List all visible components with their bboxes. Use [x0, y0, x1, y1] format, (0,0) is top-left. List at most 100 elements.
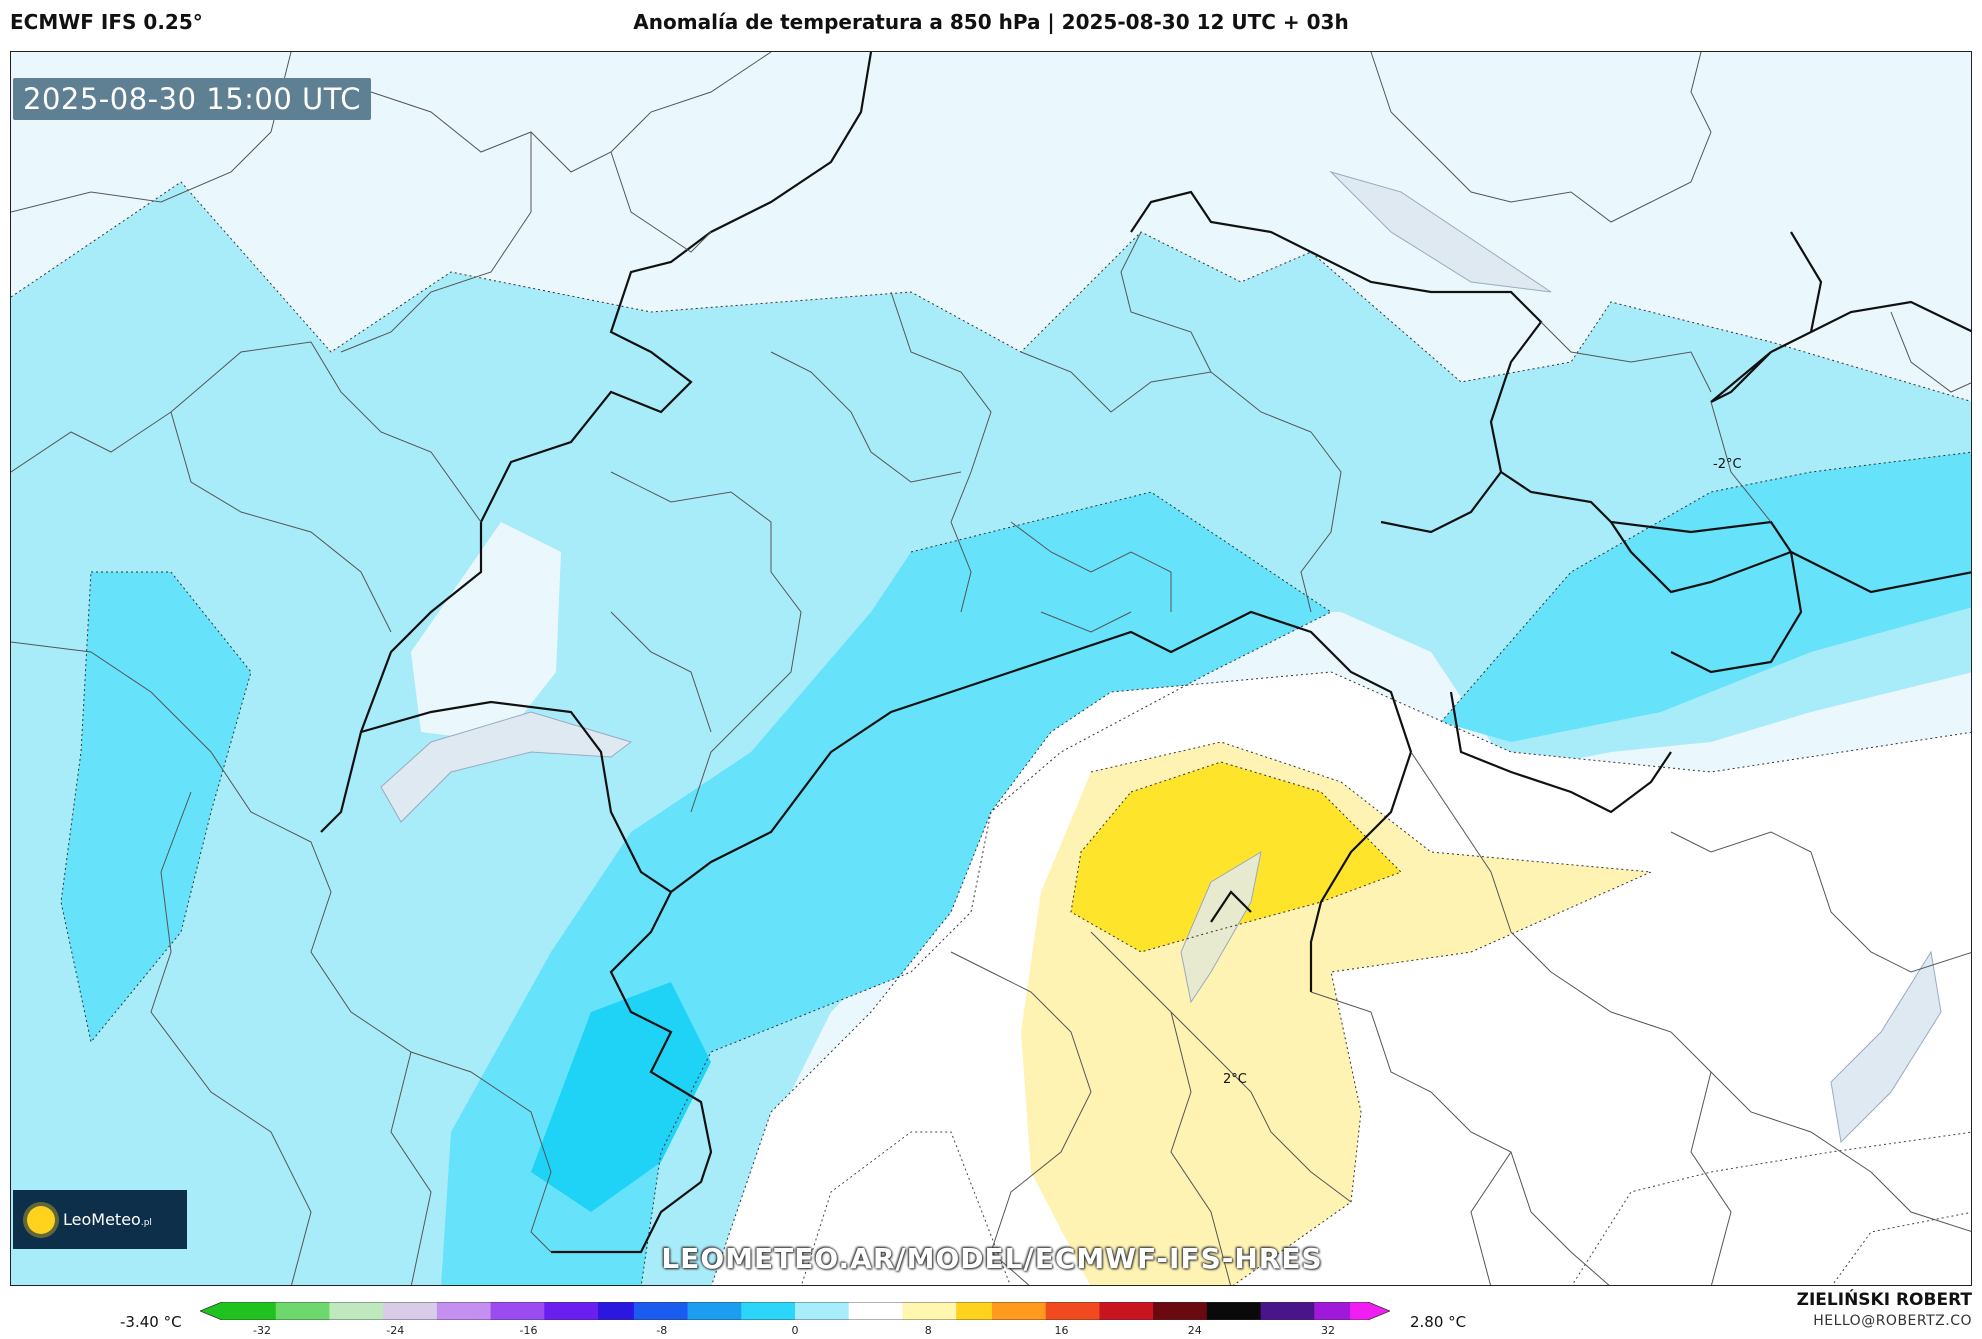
colorbar-segment — [741, 1302, 760, 1320]
watermark-url: LEOMETEO.AR/MODEL/ECMWF-IFS-HRES — [661, 1242, 1323, 1275]
colorbar-segment — [418, 1302, 438, 1320]
colorbar-segment — [830, 1302, 850, 1320]
colorbar-tick-label: 8 — [924, 1324, 932, 1337]
national-borders — [320, 52, 1971, 1254]
leometeo-logo[interactable]: LeoMeteo.pl — [13, 1190, 187, 1249]
contour-label-minus-2: -2°C — [1713, 457, 1742, 472]
colorbar-segment — [1171, 1302, 1190, 1320]
author-contact: HELLO@ROBERTZ.CO — [1813, 1313, 1972, 1329]
colorbar-tick-label: 0 — [791, 1324, 799, 1337]
author-name: ZIELIŃSKI ROBERT — [1796, 1290, 1972, 1310]
colorbar-segment — [401, 1302, 420, 1320]
colorbar-segment — [580, 1302, 599, 1320]
model-title: ECMWF IFS 0.25° — [10, 10, 203, 34]
colorbar — [200, 1302, 1390, 1320]
colorbar-segment — [1242, 1302, 1262, 1320]
colorbar-segment — [365, 1302, 384, 1320]
colorbar-extend-min — [200, 1302, 222, 1320]
colorbar-segment — [723, 1302, 742, 1320]
colorbar-segment — [311, 1302, 331, 1320]
colorbar-segment — [795, 1302, 814, 1320]
map-panel[interactable]: 2025-08-30 15:00 UTC -2°C 2°C LeoMeteo.p… — [10, 51, 1972, 1286]
colorbar-segment — [1332, 1302, 1351, 1320]
colorbar-segment — [1009, 1302, 1029, 1320]
colorbar-segment — [544, 1302, 563, 1320]
colorbar-segment — [633, 1302, 653, 1320]
lake-constance — [1329, 170, 1552, 293]
colorbar-tick-label: 16 — [1054, 1324, 1069, 1337]
colorbar-segment — [956, 1302, 975, 1320]
colorbar-segment — [472, 1302, 492, 1320]
colorbar-segment — [1063, 1302, 1083, 1320]
anomaly-fill-yellow — [1071, 762, 1401, 952]
colorbar-segment — [777, 1302, 796, 1320]
colorbar-segment — [1099, 1302, 1118, 1320]
colorbar-segment — [598, 1302, 617, 1320]
colorbar-segment — [1224, 1302, 1244, 1320]
chart-title: Anomalía de temperatura a 850 hPa | 2025… — [633, 10, 1349, 34]
colorbar-segment — [275, 1302, 295, 1320]
colorbar-segment — [436, 1302, 456, 1320]
colorbar-segment — [347, 1302, 366, 1320]
colorbar-segment — [526, 1302, 545, 1320]
colorbar-segment — [669, 1302, 689, 1320]
colorbar-segment — [490, 1302, 510, 1320]
logo-suffix: .pl — [140, 1218, 152, 1228]
colorbar-segment — [329, 1302, 348, 1320]
colorbar-segment — [1117, 1302, 1136, 1320]
dotted-lines — [801, 1131, 1971, 1285]
colorbar-segment — [687, 1302, 707, 1320]
map-canvas — [11, 52, 1971, 1285]
lake-geneva — [380, 711, 633, 823]
colorbar-segment — [848, 1302, 868, 1320]
colorbar-segment — [1278, 1302, 1297, 1320]
colorbar-max-label: 2.80 °C — [1410, 1313, 1467, 1331]
colorbar-segment — [562, 1302, 581, 1320]
colorbar-tick-label: -24 — [386, 1324, 405, 1337]
colorbar-segment — [866, 1302, 886, 1320]
anomaly-fill-mid-blue-east — [1441, 452, 1971, 742]
colorbar-segment — [1314, 1302, 1333, 1320]
sun-icon — [27, 1205, 55, 1234]
colorbar-segment — [454, 1302, 474, 1320]
colorbar-tick-label: -16 — [519, 1324, 538, 1337]
colorbar-tick-label: 32 — [1321, 1324, 1335, 1337]
colorbar-tick-label: -8 — [656, 1324, 668, 1337]
colorbar-segment — [383, 1302, 402, 1320]
colorbar-segment — [1296, 1302, 1315, 1320]
colorbar-segment — [615, 1302, 635, 1320]
colorbar-tick-label: 24 — [1187, 1324, 1202, 1337]
colorbar-extend-max — [1368, 1302, 1390, 1320]
colorbar-segment — [1081, 1302, 1101, 1320]
colorbar-segment — [938, 1302, 957, 1320]
anomaly-fill-mid-blue-west — [61, 572, 251, 1042]
colorbar-segment — [508, 1302, 528, 1320]
regional-borders — [11, 52, 1971, 1285]
colorbar-segment — [1135, 1302, 1154, 1320]
colorbar-segment — [222, 1302, 241, 1320]
colorbar-segment — [239, 1302, 259, 1320]
colorbar-segment — [884, 1302, 904, 1320]
colorbar-segment — [705, 1302, 724, 1320]
lake-garda — [1180, 850, 1262, 1004]
anomaly-fill-white — [711, 672, 1971, 1285]
contour-label-plus-2: 2°C — [1223, 1072, 1247, 1087]
colorbar-segment — [920, 1302, 939, 1320]
colorbar-segment — [257, 1302, 277, 1320]
colorbar-segment — [1260, 1302, 1280, 1320]
lake-east — [1830, 950, 1942, 1144]
colorbar-tick-label: -32 — [253, 1324, 271, 1337]
anomaly-fill-pale-pocket — [411, 522, 561, 742]
colorbar-segment — [902, 1302, 921, 1320]
colorbar-segment — [1206, 1302, 1226, 1320]
colorbar-segment — [812, 1302, 832, 1320]
colorbar-segment — [991, 1302, 1011, 1320]
anomaly-fill-deep-blue — [531, 982, 711, 1212]
colorbar-segment — [759, 1302, 778, 1320]
logo-name: LeoMeteo — [63, 1210, 141, 1229]
colorbar-segment — [1027, 1302, 1047, 1320]
colorbar-segment — [1045, 1302, 1065, 1320]
colorbar-segment — [1153, 1302, 1172, 1320]
colorbar-segment — [1350, 1302, 1369, 1320]
colorbar-segment — [651, 1302, 671, 1320]
